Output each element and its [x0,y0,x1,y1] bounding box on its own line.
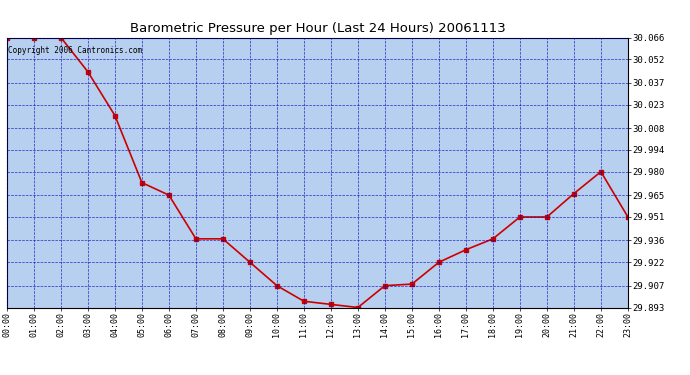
Text: Copyright 2006 Cantronics.com: Copyright 2006 Cantronics.com [8,46,142,55]
Title: Barometric Pressure per Hour (Last 24 Hours) 20061113: Barometric Pressure per Hour (Last 24 Ho… [130,22,505,35]
